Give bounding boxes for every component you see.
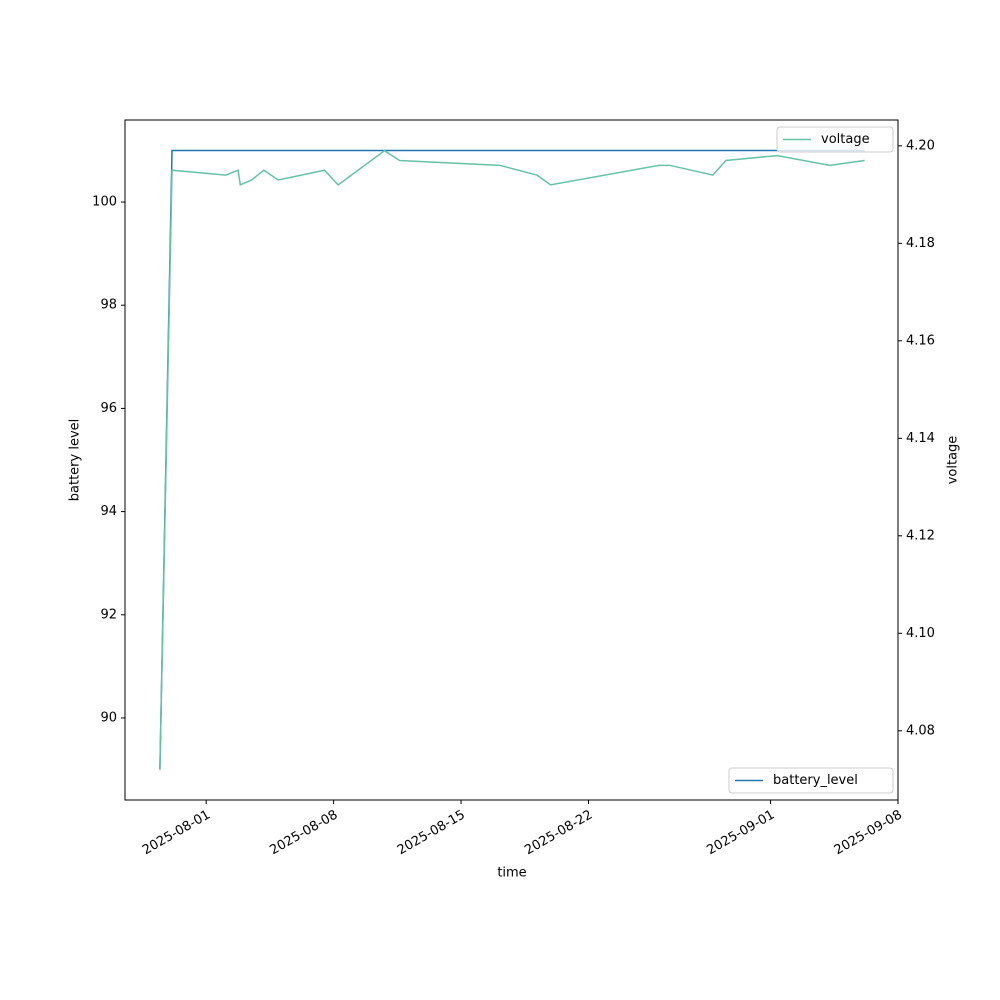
series-line	[159, 149, 865, 770]
y-tick-label: 96	[100, 401, 117, 416]
x-tick-label: 2025-08-15	[395, 808, 468, 859]
x-tick-label: 2025-09-08	[832, 808, 905, 859]
series-line	[159, 149, 865, 770]
y2-tick-label: 4.18	[906, 236, 935, 251]
y-tick-label: 100	[92, 195, 117, 210]
y-tick-label: 98	[100, 298, 117, 313]
legend-box	[728, 767, 894, 794]
y2-tick-label: 4.10	[906, 626, 935, 641]
y2-tick-label: 4.16	[906, 333, 935, 348]
x-tick-label: 2025-08-01	[140, 808, 213, 859]
y2-axis-label: voltage	[946, 436, 961, 485]
y-tick-label: 90	[100, 710, 117, 725]
legend-label: battery_level	[773, 773, 858, 788]
y2-tick-label: 4.20	[906, 138, 935, 153]
y-axis-label: battery level	[68, 419, 83, 502]
x-axis-label: time	[497, 866, 526, 881]
y-tick-label: 92	[100, 607, 117, 622]
y-tick-label: 94	[100, 504, 117, 519]
x-tick-label: 2025-09-01	[704, 808, 777, 859]
plot-frame	[124, 119, 899, 801]
legend-label: voltage	[821, 132, 870, 147]
y2-tick-label: 4.08	[906, 723, 935, 738]
x-tick-label: 2025-08-08	[267, 808, 340, 859]
y2-tick-label: 4.12	[906, 528, 935, 543]
x-tick-label: 2025-08-22	[522, 808, 595, 859]
y2-tick-label: 4.14	[906, 431, 935, 446]
legend-box	[776, 126, 894, 153]
